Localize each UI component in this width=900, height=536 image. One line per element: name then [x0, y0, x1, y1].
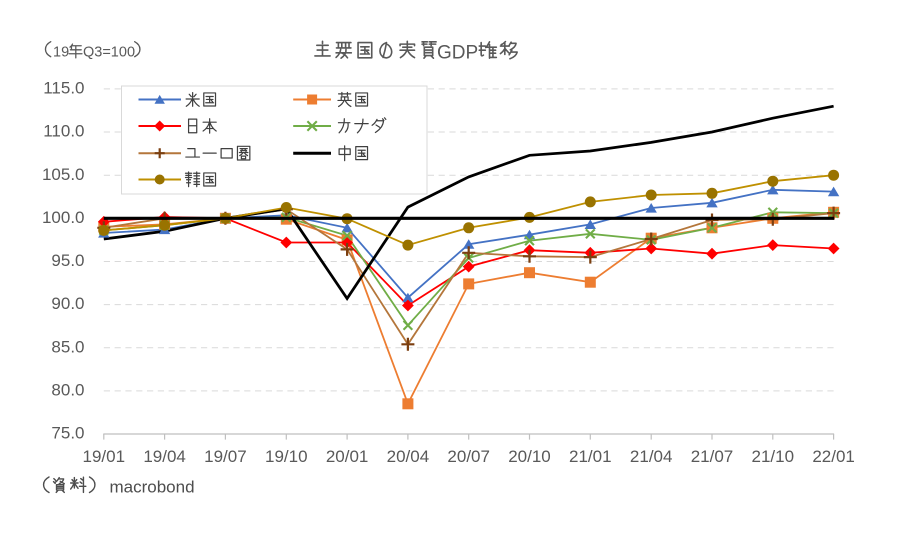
svg-text:19/04: 19/04	[143, 447, 186, 466]
svg-text:100.0: 100.0	[42, 208, 85, 227]
svg-text:115.0: 115.0	[43, 79, 84, 98]
svg-text:20/07: 20/07	[447, 447, 490, 466]
svg-text:21/04: 21/04	[630, 447, 673, 466]
svg-text:19/07: 19/07	[204, 447, 247, 466]
svg-text:21/10: 21/10	[752, 447, 795, 466]
svg-text:19/10: 19/10	[265, 447, 308, 466]
svg-text:21/07: 21/07	[691, 447, 734, 466]
svg-text:19/01: 19/01	[83, 447, 126, 466]
svg-text:20/01: 20/01	[326, 447, 369, 466]
svg-text:105.0: 105.0	[42, 165, 85, 184]
svg-text:85.0: 85.0	[51, 337, 84, 356]
svg-text:20/10: 20/10	[508, 447, 551, 466]
svg-text:macrobond: macrobond	[110, 478, 195, 497]
svg-text:19: 19	[53, 44, 69, 60]
svg-text:Q3=100: Q3=100	[83, 44, 135, 60]
svg-text:GDP: GDP	[437, 43, 478, 64]
svg-text:95.0: 95.0	[51, 251, 84, 270]
svg-text:75.0: 75.0	[51, 424, 84, 443]
svg-text:21/01: 21/01	[569, 447, 612, 466]
svg-text:22/01: 22/01	[812, 447, 855, 466]
svg-text:110.0: 110.0	[43, 122, 84, 141]
svg-text:20/04: 20/04	[387, 447, 430, 466]
svg-text:80.0: 80.0	[51, 381, 84, 400]
svg-text:90.0: 90.0	[51, 294, 84, 313]
